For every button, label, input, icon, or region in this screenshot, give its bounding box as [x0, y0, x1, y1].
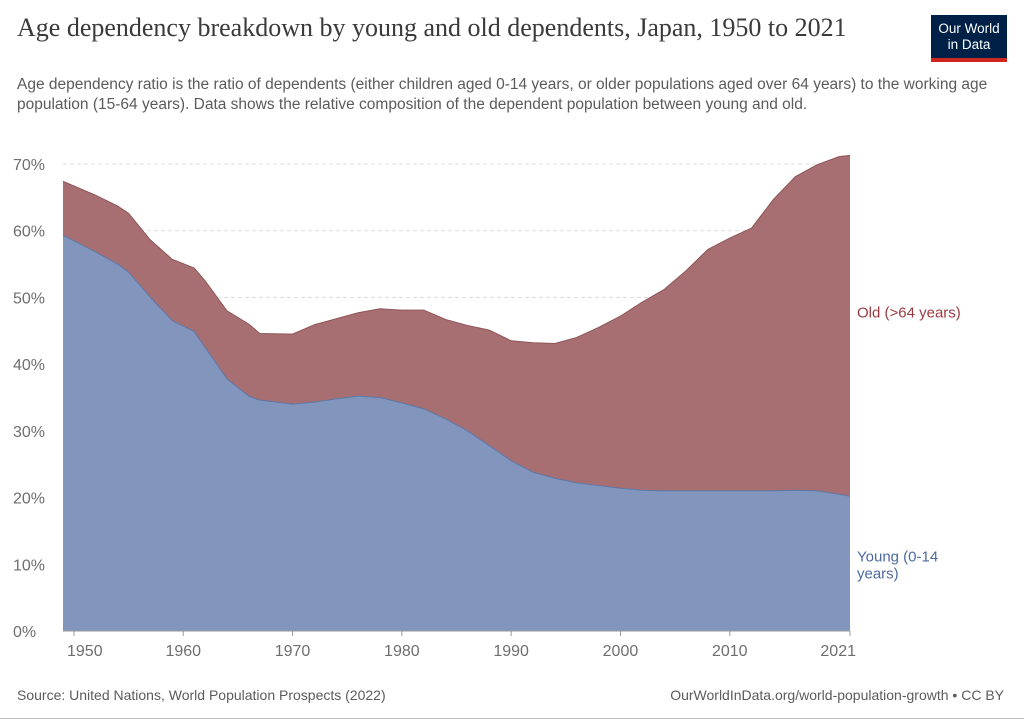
y-tick-label: 70%: [13, 157, 45, 174]
x-tick-label: 1990: [493, 643, 529, 660]
y-tick-label: 50%: [13, 290, 45, 307]
y-tick-label: 30%: [13, 424, 45, 441]
logo-line-2: in Data: [947, 36, 991, 52]
logo-line-1: Our World: [938, 20, 1000, 36]
x-tick-label: 2000: [603, 643, 639, 660]
bottom-divider: [0, 718, 1024, 719]
chart-title: Age dependency breakdown by young and ol…: [17, 13, 847, 42]
x-tick-label: 1970: [275, 643, 311, 660]
x-tick-label: 1960: [165, 643, 201, 660]
x-tick-label: 1980: [384, 643, 420, 660]
x-tick-label: 2010: [712, 643, 748, 660]
series-area-young: [63, 235, 850, 632]
series-label-old: Old (>64 years): [857, 304, 961, 321]
series-line-old: [62, 154, 851, 344]
series-label-young: Young (0-14: [857, 549, 938, 566]
owid-logo[interactable]: Our World in Data: [931, 15, 1007, 62]
x-tick-label: 2021: [820, 643, 856, 660]
y-tick-label: 20%: [13, 491, 45, 508]
license-link[interactable]: OurWorldInData.org/world-population-grow…: [670, 687, 1004, 703]
logo-accent-bar: [931, 58, 1007, 62]
y-tick-label: 60%: [13, 224, 45, 241]
series-label-young: years): [857, 566, 899, 583]
series-line-young: [62, 234, 851, 497]
chart-subtitle: Age dependency ratio is the ratio of dep…: [17, 76, 988, 113]
y-tick-label: 40%: [13, 357, 45, 374]
series-area-old: [63, 155, 850, 497]
x-tick-label: 1950: [67, 643, 103, 660]
y-tick-label: 10%: [13, 557, 45, 574]
y-tick-label: 0%: [13, 624, 36, 641]
source-note[interactable]: Source: United Nations, World Population…: [17, 687, 386, 703]
